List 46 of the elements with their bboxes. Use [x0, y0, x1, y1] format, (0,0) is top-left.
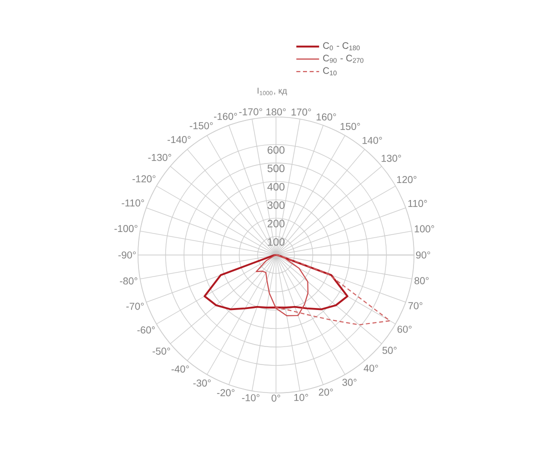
- spoke-label: 80°: [414, 277, 429, 284]
- legend-label: C$_{90}$ - C$_{270}$: [323, 54, 364, 63]
- y-tick-label: 600: [268, 146, 284, 154]
- spoke-label: -30°: [193, 380, 211, 387]
- spoke-label: 140°: [362, 136, 382, 144]
- spoke-label: 20°: [318, 388, 333, 396]
- spoke-label: -40°: [172, 366, 189, 373]
- spoke-label: -140°: [168, 136, 191, 144]
- spoke-label: -150°: [190, 122, 213, 130]
- y-tick-label: 400: [267, 183, 284, 191]
- spoke-label: 60°: [398, 326, 412, 333]
- legend-label: C$_{10}$: [323, 67, 337, 76]
- spoke-label: -80°: [120, 277, 138, 285]
- spoke-label: -50°: [152, 348, 170, 355]
- spoke-label: -90°: [118, 251, 136, 259]
- spoke-label: 180°: [266, 108, 286, 116]
- spoke-label: -110°: [122, 199, 144, 206]
- spoke-label: 70°: [408, 302, 422, 310]
- legend-label: C$_{0}$ - C$_{180}$: [323, 42, 360, 50]
- spoke-label: 90°: [416, 251, 430, 259]
- spoke-label: -170°: [239, 108, 262, 116]
- y-tick-label: 300: [268, 201, 284, 209]
- spoke-label: 40°: [364, 364, 378, 372]
- spoke-label: 120°: [397, 176, 416, 184]
- spoke-label: -160°: [214, 112, 237, 120]
- spoke-label: -120°: [132, 175, 156, 182]
- spoke-label: 160°: [316, 113, 336, 120]
- spoke-label: -100°: [114, 225, 138, 232]
- spoke-label: 170°: [292, 108, 311, 116]
- spoke-label: 150°: [340, 122, 360, 130]
- spoke-label: -60°: [137, 326, 155, 334]
- spoke-label: 110°: [408, 200, 427, 208]
- spoke-label: -70°: [126, 302, 144, 310]
- y-tick-label: 200: [268, 220, 284, 228]
- spoke-label: 30°: [342, 378, 356, 386]
- y-tick-label: 100: [268, 238, 284, 246]
- spoke-label: -20°: [217, 389, 234, 396]
- y-tick-label: 500: [268, 164, 284, 172]
- spoke-label: -10°: [242, 394, 260, 402]
- spoke-label: 10°: [294, 394, 308, 402]
- spoke-label: 100°: [414, 225, 434, 232]
- spoke-label: 130°: [382, 154, 401, 162]
- spoke-label: -130°: [148, 154, 172, 162]
- text: I$_{1000}$, кд: [258, 88, 287, 96]
- spoke-label: 0°: [272, 394, 280, 402]
- spoke-label: 50°: [382, 346, 397, 354]
